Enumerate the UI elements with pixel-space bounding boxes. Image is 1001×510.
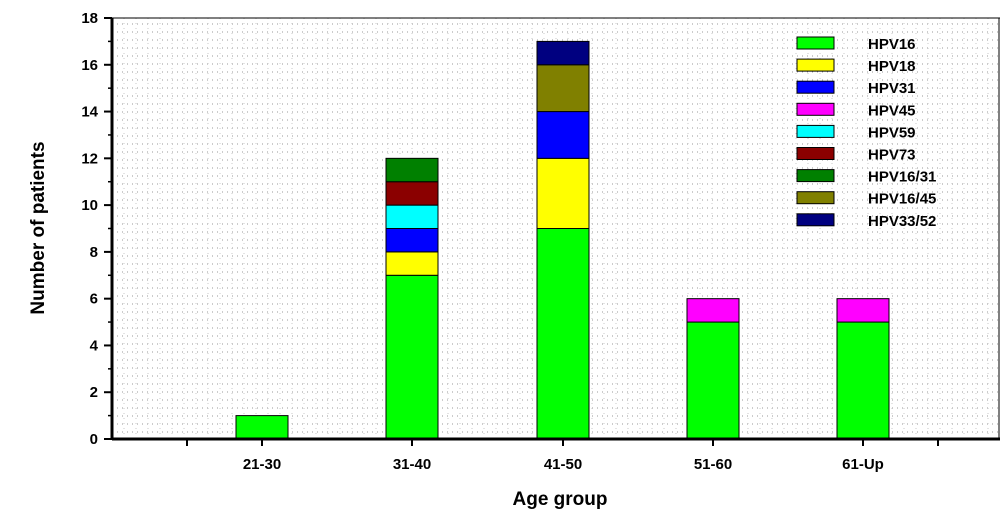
y-tick-label: 14 — [81, 104, 98, 121]
legend-label: HPV45 — [868, 102, 916, 119]
bars — [235, 40, 890, 440]
x-tick-label: 51-60 — [694, 456, 732, 473]
bar-segment — [536, 228, 590, 440]
bar-segment — [536, 40, 590, 66]
legend-label: HPV73 — [868, 147, 916, 164]
legend-label: HPV16/31 — [868, 169, 936, 186]
bar-segment — [385, 204, 439, 230]
bar-segment — [235, 415, 289, 440]
legend-swatch — [796, 191, 835, 205]
x-tick-label: 61-Up — [842, 456, 884, 473]
x-axis-title: Age group — [513, 489, 608, 510]
legend-swatch — [796, 36, 835, 50]
x-tick-label: 41-50 — [544, 456, 582, 473]
legend-swatch — [796, 169, 835, 183]
legend-label: HPV16 — [868, 36, 916, 53]
bar-segment — [385, 181, 439, 206]
y-axis-title: Number of patients — [28, 141, 49, 314]
legend-swatch — [796, 213, 835, 227]
bar-segment — [385, 274, 439, 440]
legend-label: HPV18 — [868, 58, 916, 75]
y-tick-label: 18 — [81, 10, 98, 27]
x-tick-label: 31-40 — [393, 456, 431, 473]
legend-swatch — [796, 80, 835, 94]
bar-segment — [836, 298, 890, 323]
y-tick-label: 16 — [81, 57, 98, 74]
x-axis-ticks: 21-30 31-40 41-50 51-60 61-Up — [186, 439, 939, 473]
legend-label: HPV16/45 — [868, 191, 936, 208]
y-tick-label: 6 — [90, 291, 98, 308]
legend-label: HPV33/52 — [868, 213, 936, 230]
legend-label: HPV31 — [868, 80, 916, 97]
legend-swatch — [796, 124, 835, 138]
y-tick-label: 8 — [90, 244, 98, 261]
legend-swatch — [796, 102, 835, 116]
y-tick-label: 2 — [90, 384, 98, 401]
x-tick-label: 21-30 — [243, 456, 281, 473]
y-tick-label: 4 — [90, 337, 99, 354]
bar-segment — [385, 157, 439, 183]
bar-segment — [536, 111, 590, 159]
bar-segment — [836, 321, 890, 440]
legend-swatch — [796, 58, 835, 72]
legend: HPV16 HPV18 HPV31 HPV45 HPV59 HPV73 HPV16/31 HP… — [796, 36, 936, 230]
bar-segment — [385, 251, 439, 276]
legend-swatch — [796, 147, 835, 160]
y-tick-label: 10 — [81, 197, 98, 214]
bar-segment — [686, 321, 740, 440]
y-axis-ticks: 0 2 4 6 8 10 12 14 16 18 — [81, 10, 112, 448]
bar-segment — [536, 157, 590, 229]
bar-segment — [536, 64, 590, 113]
y-tick-label: 12 — [81, 150, 98, 167]
bar-segment — [385, 228, 439, 253]
y-tick-label: 0 — [90, 431, 98, 448]
bar-segment — [686, 298, 740, 323]
legend-label: HPV59 — [868, 124, 916, 141]
